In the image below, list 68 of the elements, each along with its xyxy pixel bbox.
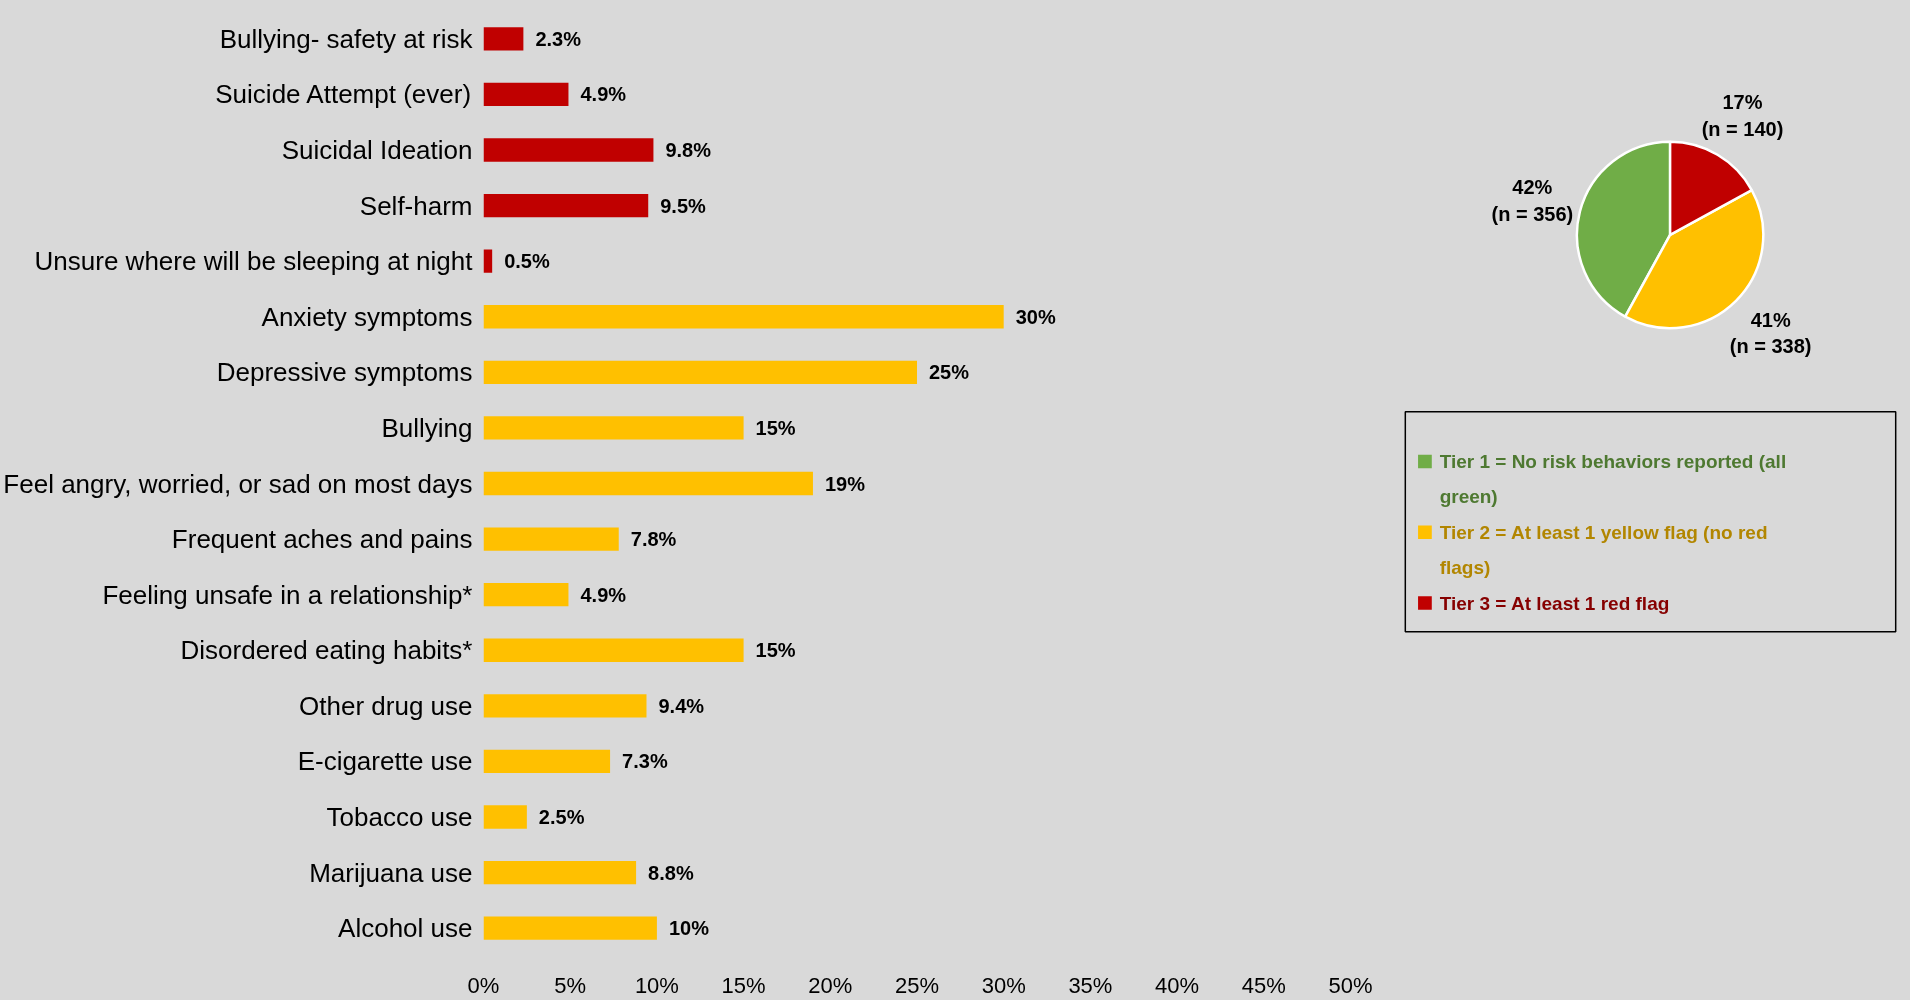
y-tick-label: Bullying- safety at risk (219, 23, 474, 54)
y-tick-label: Frequent aches and pains (171, 524, 473, 555)
bar (483, 916, 657, 940)
x-tick-label: 15% (721, 972, 766, 998)
data-label: 19% (824, 472, 866, 495)
data-label: 7.3% (622, 750, 668, 773)
y-tick-label: Feel angry, worried, or sad on most days (3, 468, 473, 499)
data-label: 17% (n = 140) (1701, 91, 1784, 140)
y-tick-label: Feeling unsafe in a relationship* (102, 579, 473, 610)
data-label: 7.8% (630, 528, 677, 551)
y-tick-label: Self-harm (359, 190, 473, 221)
data-label: 2.5% (538, 805, 585, 828)
data-label: 2.3% (535, 27, 582, 50)
bar (483, 249, 493, 273)
x-tick-label: 30% (981, 972, 1026, 998)
data-label: 9.8% (665, 139, 712, 162)
x-tick-label: 45% (1241, 972, 1286, 998)
legend-label: Tier 2 = At least 1 yellow flag (no red flags) (1439, 521, 1768, 579)
data-label: 15% (755, 416, 796, 439)
y-tick-label: Suicidal Ideation (281, 135, 473, 166)
x-tick-label: 35% (1068, 972, 1113, 998)
data-label: 4.9% (580, 83, 627, 106)
data-label: 41% (n = 338) (1729, 308, 1812, 358)
bar (483, 638, 744, 662)
x-tick-label: 25% (894, 972, 940, 998)
y-tick-label: Alcohol use (338, 913, 473, 944)
y-tick-label: Suicide Attempt (ever) (215, 79, 472, 110)
y-tick-label: Other drug use (299, 690, 473, 721)
data-label: 9.5% (660, 194, 707, 217)
data-label: 8.8% (648, 861, 694, 884)
data-label: 42% (n = 356) (1491, 176, 1574, 225)
x-tick-label: 50% (1328, 972, 1373, 998)
y-tick-label: Tobacco use (326, 801, 473, 832)
data-label: 4.9% (580, 583, 627, 606)
y-tick-label: Bullying (381, 412, 473, 443)
legend-label: Tier 1 = No risk behaviors reported (all green) (1439, 451, 1787, 508)
bar (483, 749, 611, 774)
x-tick-label: 10% (634, 972, 679, 998)
x-tick-label: 20% (808, 972, 853, 998)
y-tick-label: Marijuana use (309, 857, 473, 888)
bar (483, 193, 649, 218)
bar (483, 805, 527, 829)
x-tick-label: 40% (1155, 972, 1200, 998)
bar (483, 860, 637, 885)
bar (483, 471, 813, 496)
legend-label: Tier 3 = At least 1 red flag (1439, 592, 1670, 614)
bar (483, 527, 619, 551)
bar (483, 582, 569, 607)
x-tick-label: 5% (554, 972, 587, 998)
y-tick-label: Anxiety symptoms (261, 301, 473, 332)
bar (483, 305, 1004, 329)
y-tick-label: Unsure where will be sleeping at night (34, 246, 474, 277)
bar (483, 416, 744, 440)
y-tick-label: E-cigarette use (297, 746, 473, 777)
x-tick-label: 0% (467, 972, 500, 998)
data-label: 0.5% (504, 250, 550, 273)
data-label: 15% (755, 639, 796, 662)
bar (483, 82, 569, 107)
data-label: 25% (929, 361, 970, 384)
y-tick-label: Depressive symptoms (216, 357, 473, 388)
data-label: 30% (1015, 305, 1056, 328)
data-label: 10% (668, 917, 710, 940)
bar (483, 694, 647, 718)
y-tick-label: Disordered eating habits* (180, 635, 473, 666)
bar (483, 360, 917, 385)
bar (483, 27, 524, 51)
bar (483, 138, 654, 162)
data-label: 9.4% (658, 694, 705, 717)
